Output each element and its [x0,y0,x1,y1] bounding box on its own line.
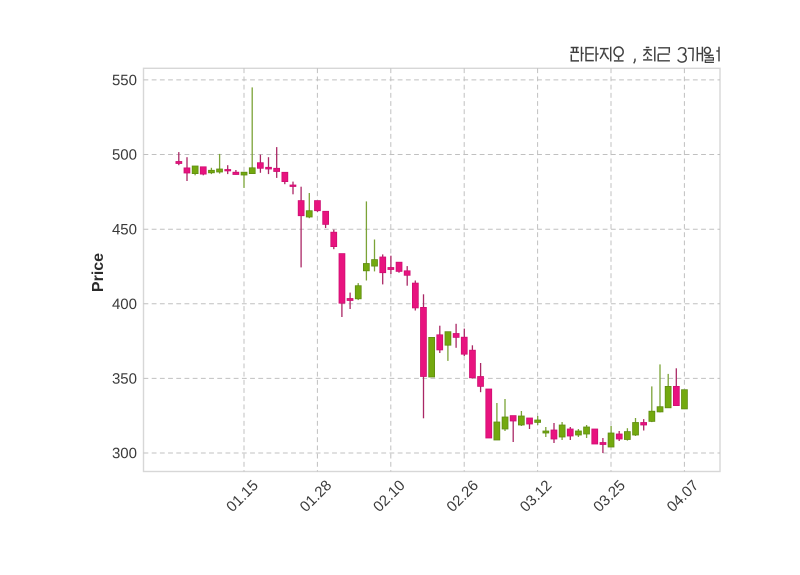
svg-text:450: 450 [112,221,137,238]
svg-text:550: 550 [112,72,137,89]
svg-text:300: 300 [112,445,137,462]
svg-text:Price: Price [90,253,107,292]
svg-text:500: 500 [112,147,137,164]
svg-text:350: 350 [112,371,137,388]
svg-text:400: 400 [112,296,137,313]
